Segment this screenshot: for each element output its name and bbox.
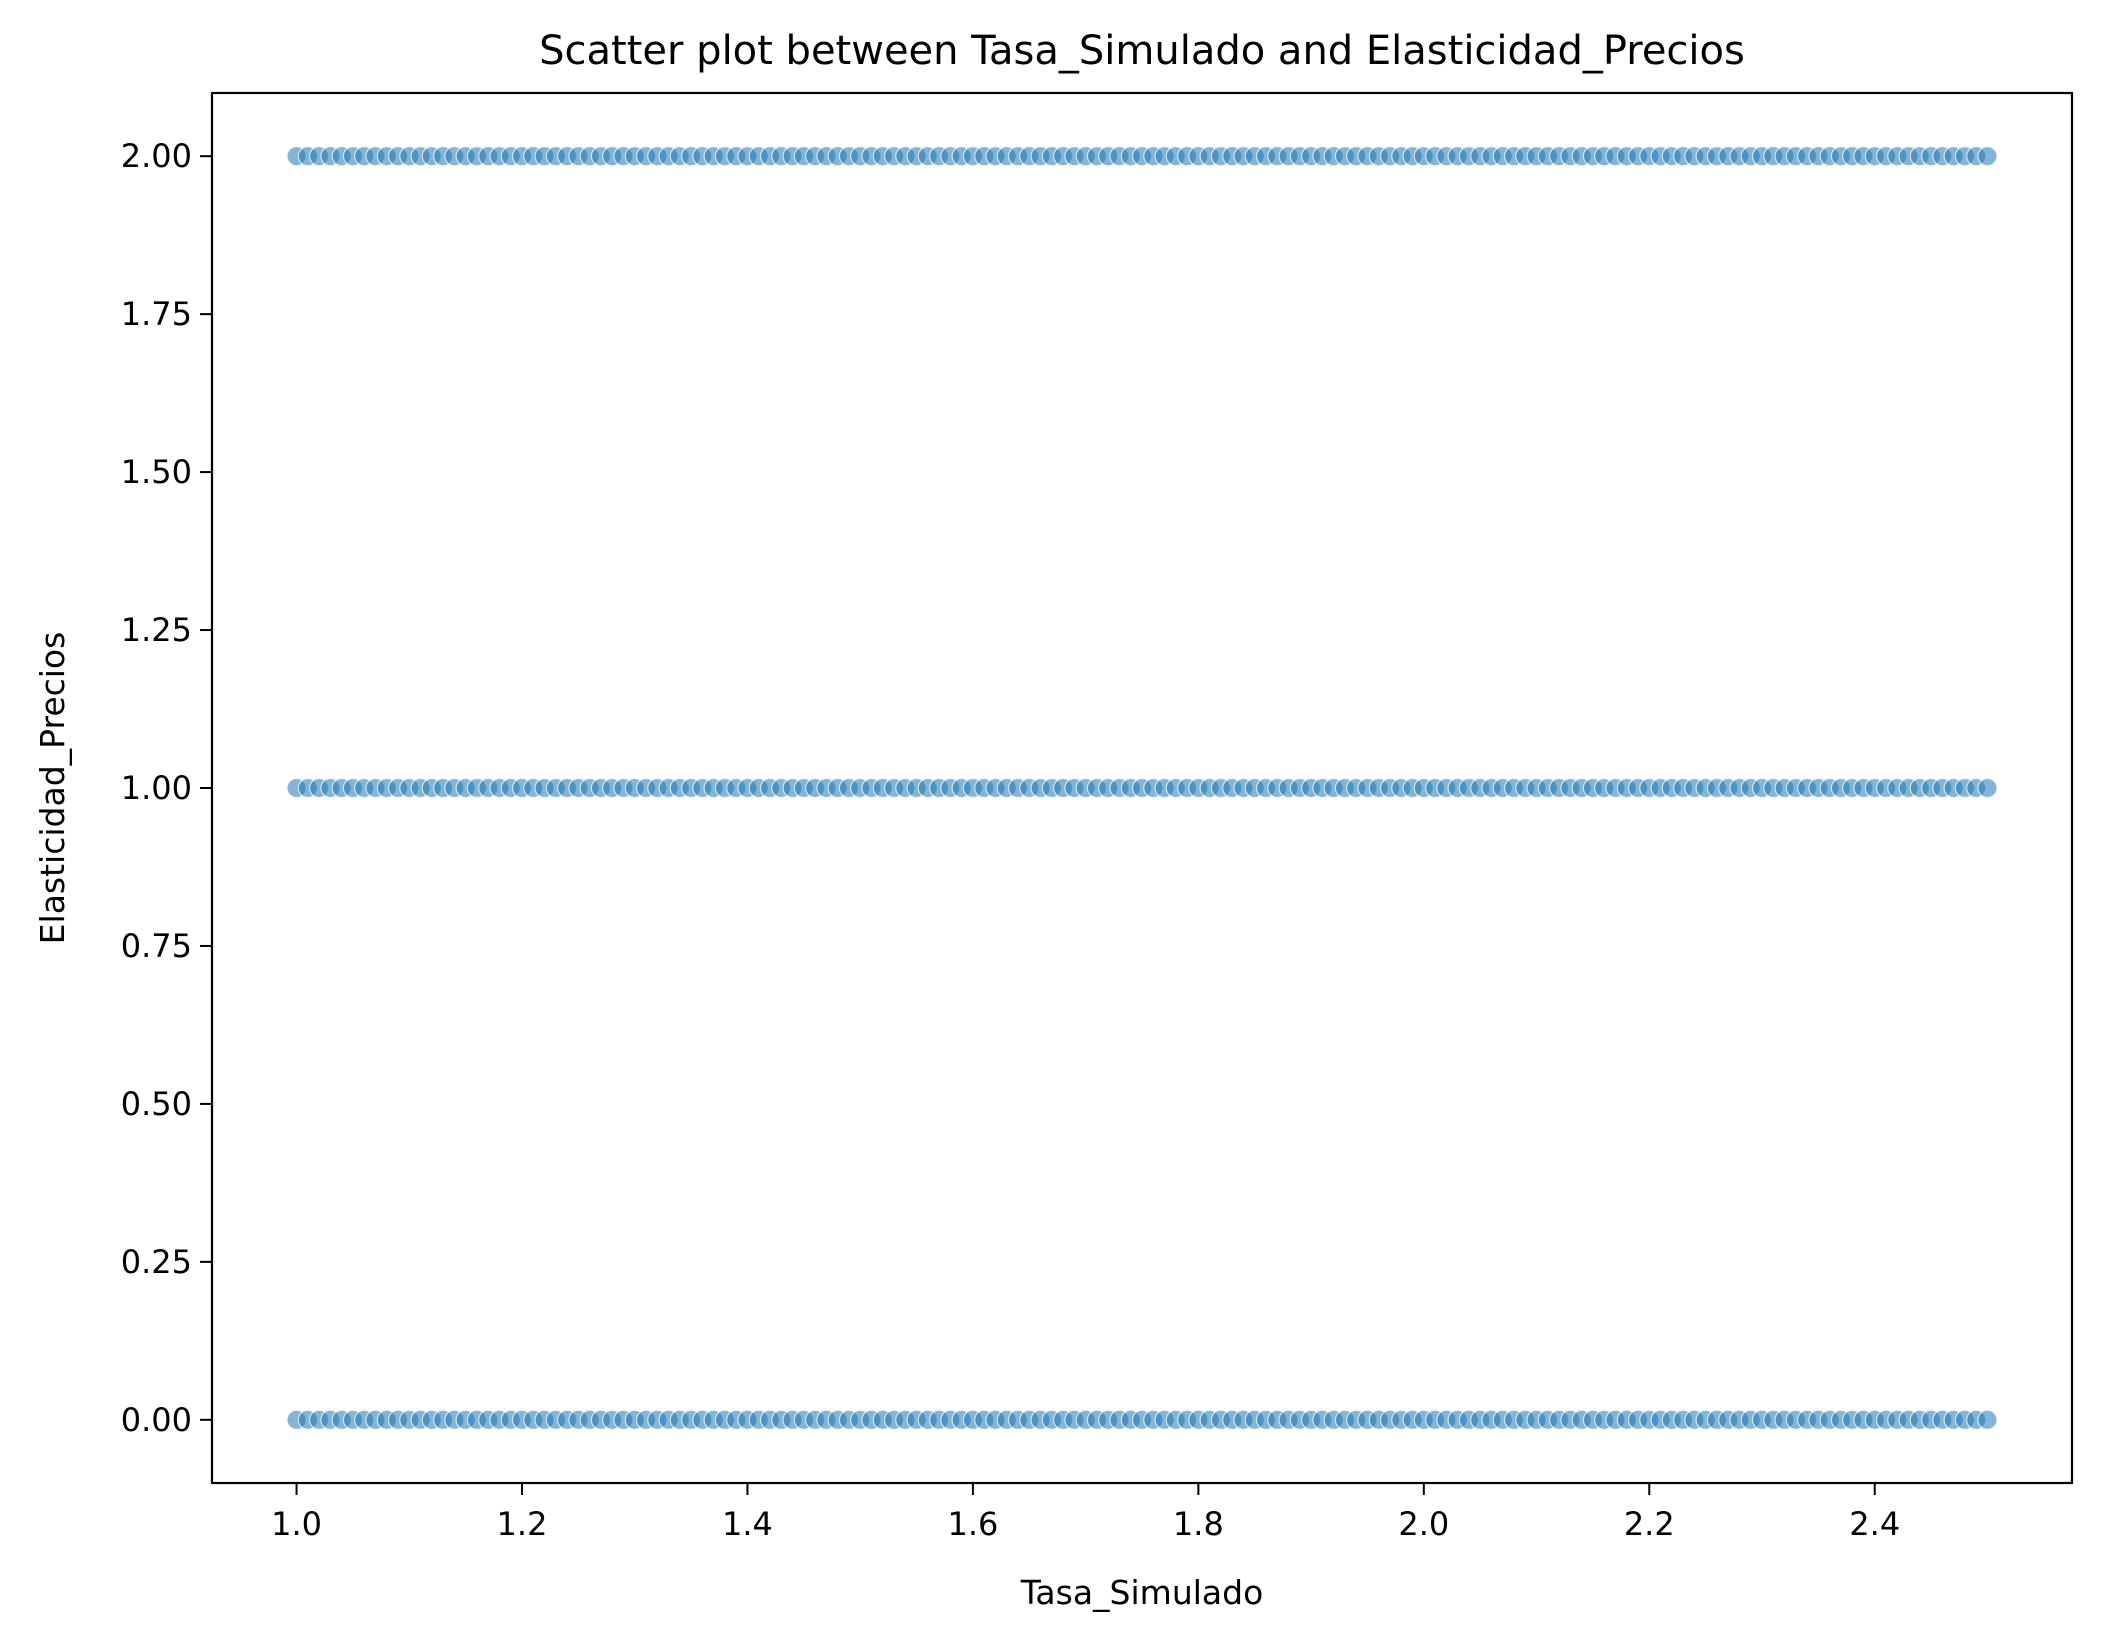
x-tick-label: 2.2: [1624, 1505, 1675, 1543]
y-tick-label: 1.75: [121, 295, 192, 333]
y-axis-label: Elasticidad_Precios: [33, 632, 72, 945]
x-tick-label: 1.2: [497, 1505, 548, 1543]
y-tick-label: 1.50: [121, 453, 192, 491]
y-tick-label: 2.00: [121, 137, 192, 175]
x-axis-label: Tasa_Simulado: [1020, 1573, 1264, 1612]
x-tick-label: 2.0: [1398, 1505, 1449, 1543]
x-tick-label: 1.0: [271, 1505, 322, 1543]
y-tick-label: 0.75: [121, 927, 192, 965]
y-axis: 0.00 0.25 0.50 0.75 1.00 1.25 1.50 1.75 2.00: [121, 137, 212, 1439]
x-tick-label: 2.4: [1849, 1505, 1900, 1543]
y-tick-label: 0.50: [121, 1085, 192, 1123]
y-tick-label: 0.00: [121, 1401, 192, 1439]
x-tick-label: 1.6: [947, 1505, 998, 1543]
x-tick-label: 1.4: [722, 1505, 773, 1543]
data-point: [1977, 1409, 1998, 1430]
x-tick-label: 1.8: [1173, 1505, 1224, 1543]
data-point: [1977, 777, 1998, 799]
y-tick-label: 1.25: [121, 611, 192, 649]
y-tick-label: 1.00: [121, 769, 192, 807]
x-axis: 1.0 1.2 1.4 1.6 1.8 2.0 2.2 2.4: [271, 1483, 1900, 1543]
points-layer: [286, 146, 1998, 1430]
y-tick-label: 0.25: [121, 1243, 192, 1281]
data-point: [1977, 146, 1998, 167]
chart-title: Scatter plot between Tasa_Simulado and E…: [539, 28, 1745, 74]
